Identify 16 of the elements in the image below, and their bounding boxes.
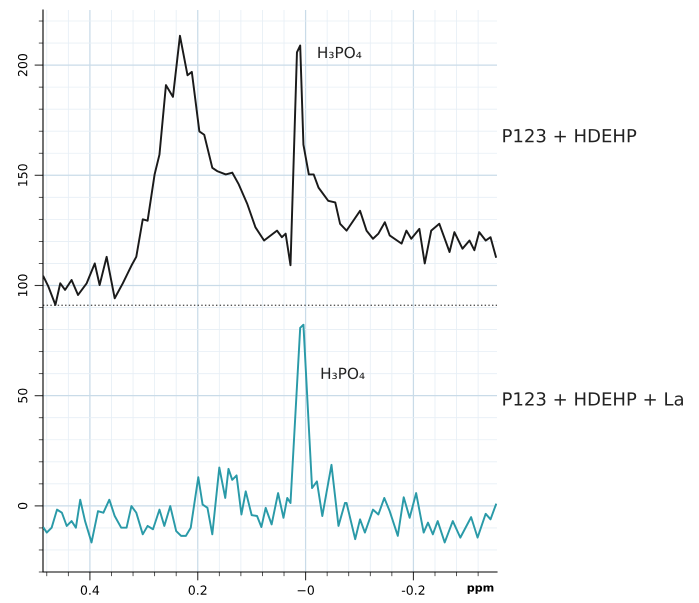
y-tick-label: 150	[18, 164, 28, 186]
y-tick-label: 200	[18, 54, 28, 76]
x-axis-title: ppm	[468, 585, 494, 594]
annotation: H₃PO₄	[322, 368, 365, 380]
annotation: H₃PO₄	[318, 46, 362, 58]
x-tick-label: -0.2	[402, 585, 424, 595]
y-tick-label: 0	[18, 502, 28, 510]
line-series	[43, 34, 497, 306]
text: P123 + HDEHP + La	[503, 392, 683, 406]
x-tick-label: 0.2	[188, 585, 206, 595]
y-tick-label: 100	[18, 274, 28, 296]
line-series	[43, 324, 497, 544]
y-tick-label: 50	[18, 388, 28, 403]
x-tick-label: −0	[298, 585, 314, 595]
x-tick-label: 0.4	[80, 585, 100, 595]
text: P123 + HDEHP	[503, 128, 636, 143]
